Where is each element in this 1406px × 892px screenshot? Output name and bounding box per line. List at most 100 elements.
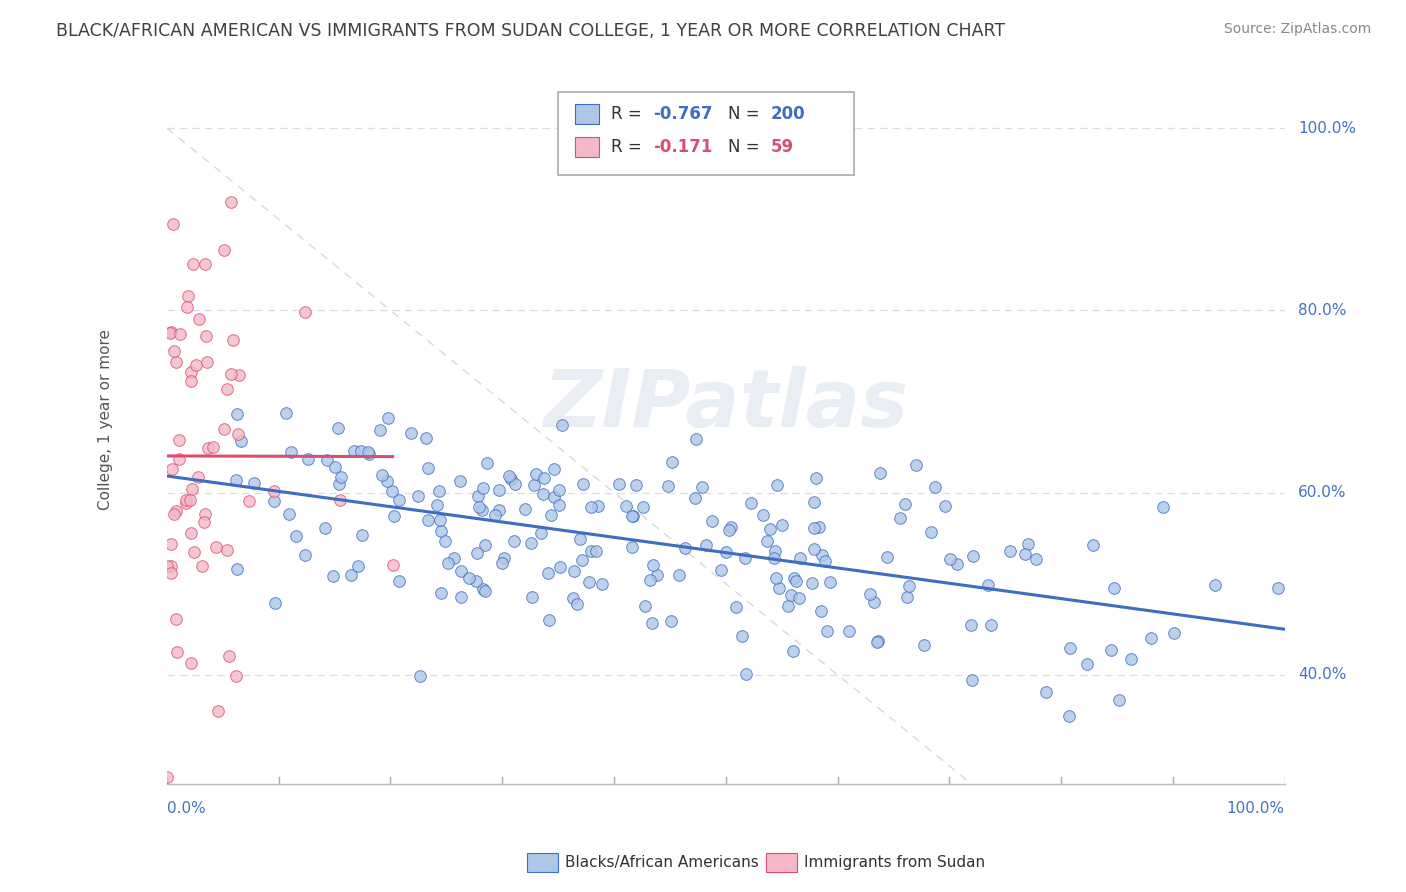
Point xyxy=(183,257,205,271)
Point xyxy=(1081,538,1104,552)
Point xyxy=(162,217,184,231)
Text: R =: R = xyxy=(610,105,647,123)
Point xyxy=(162,462,184,476)
Point xyxy=(323,460,346,475)
Point xyxy=(1108,693,1130,707)
Point xyxy=(803,541,825,556)
Point xyxy=(782,644,804,658)
Point xyxy=(212,243,235,257)
Point xyxy=(789,550,811,565)
Point xyxy=(498,468,520,483)
Point xyxy=(375,474,398,488)
Point xyxy=(1152,500,1174,515)
Text: Immigrants from Sudan: Immigrants from Sudan xyxy=(804,855,986,870)
Point xyxy=(562,564,585,578)
Point xyxy=(530,526,553,541)
Point xyxy=(194,257,217,271)
Point xyxy=(547,498,569,512)
Point xyxy=(274,406,297,420)
Point xyxy=(621,509,644,524)
Text: 0.0%: 0.0% xyxy=(167,800,205,815)
Point xyxy=(962,549,984,563)
Point xyxy=(897,579,920,593)
Point xyxy=(690,479,713,493)
Point xyxy=(859,587,882,601)
Point xyxy=(905,458,928,472)
Point xyxy=(1057,709,1080,723)
Point xyxy=(538,613,561,627)
Point xyxy=(673,541,696,555)
Point xyxy=(187,312,209,326)
Point xyxy=(720,520,742,534)
Point xyxy=(762,551,785,566)
Point xyxy=(183,545,205,559)
Point xyxy=(1139,632,1161,646)
Text: R =: R = xyxy=(610,138,647,156)
Point xyxy=(766,478,789,492)
Point xyxy=(219,195,242,210)
Point xyxy=(668,568,690,582)
Point xyxy=(866,634,889,648)
Point xyxy=(763,543,786,558)
Point xyxy=(156,770,179,784)
Point xyxy=(217,382,239,396)
Point xyxy=(180,526,202,541)
Point xyxy=(165,355,187,369)
Point xyxy=(977,578,1000,592)
Point xyxy=(416,513,439,527)
Point xyxy=(488,502,510,516)
Point xyxy=(645,567,668,582)
Point xyxy=(450,564,472,578)
Point xyxy=(430,524,453,538)
Point xyxy=(866,635,889,649)
Point xyxy=(467,489,489,503)
Point xyxy=(520,590,543,604)
Point xyxy=(159,326,181,340)
Point xyxy=(838,624,860,638)
Point xyxy=(1017,536,1039,550)
Point xyxy=(228,368,250,382)
Point xyxy=(165,612,187,626)
Point xyxy=(426,498,449,512)
Point xyxy=(263,483,285,498)
Point xyxy=(357,447,380,461)
Point xyxy=(370,423,392,437)
Point xyxy=(377,411,399,425)
Point xyxy=(502,533,524,548)
Point xyxy=(430,586,453,600)
Point xyxy=(756,534,779,549)
Point xyxy=(160,559,183,574)
Text: Blacks/African Americans: Blacks/African Americans xyxy=(565,855,759,870)
Point xyxy=(433,534,456,549)
Point xyxy=(416,461,439,475)
Point xyxy=(350,528,373,542)
Point xyxy=(1102,581,1125,595)
Point xyxy=(471,481,494,495)
Point xyxy=(215,542,238,557)
Point xyxy=(346,559,368,574)
Point xyxy=(474,584,496,599)
Point xyxy=(488,483,510,497)
Point xyxy=(1014,548,1036,562)
Point xyxy=(810,548,832,562)
Point xyxy=(207,704,229,718)
Point xyxy=(934,500,956,514)
Point xyxy=(166,645,188,659)
Point xyxy=(167,433,190,447)
Point xyxy=(187,470,209,484)
Text: 80.0%: 80.0% xyxy=(1298,302,1347,318)
Text: ZIPatlas: ZIPatlas xyxy=(543,366,908,444)
Point xyxy=(225,473,247,487)
Point xyxy=(429,513,451,527)
Point xyxy=(450,590,472,604)
Text: -0.171: -0.171 xyxy=(654,138,713,156)
Point xyxy=(634,599,657,614)
Point xyxy=(294,305,316,319)
Point xyxy=(475,456,498,470)
Point xyxy=(939,552,962,566)
Point xyxy=(683,491,706,505)
Point xyxy=(735,666,758,681)
Point xyxy=(806,471,828,485)
Point xyxy=(491,556,513,570)
Point xyxy=(624,477,647,491)
